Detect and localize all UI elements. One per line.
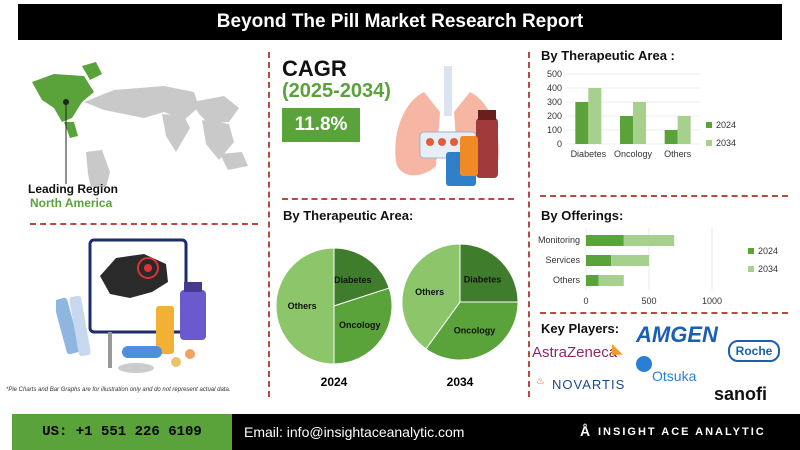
logo-astrazeneca: AstraZeneca — [532, 344, 618, 361]
pie-slice-diabetes — [459, 243, 519, 303]
legend-label: 2024 — [758, 246, 778, 256]
brand-logo-icon: Å — [580, 423, 593, 439]
legend-swatch-2034 — [748, 266, 754, 272]
divider-region — [30, 223, 258, 225]
x-tick-label: 1000 — [702, 296, 722, 306]
pie-label: Diabetes — [334, 275, 372, 285]
y-tick-label: Monitoring — [538, 235, 580, 245]
divider-cagr — [282, 198, 514, 200]
world-map — [32, 62, 248, 187]
pie-slice-others — [401, 243, 461, 350]
leading-region-label: Leading Region — [28, 182, 118, 196]
logo-sanofi: sanofi — [714, 384, 768, 404]
legend-label: 2034 — [716, 138, 736, 148]
bar-diabetes-2024 — [575, 102, 589, 144]
key-players-title: Key Players: — [541, 321, 620, 336]
medicine-illustration — [395, 66, 499, 186]
y-tick-label: Others — [553, 275, 581, 285]
divider-left — [268, 52, 270, 397]
pie-slice-others — [275, 247, 335, 365]
bar-diabetes-2034 — [588, 88, 602, 144]
bar-others-2024 — [664, 130, 678, 144]
report-title: Beyond The Pill Market Research Report — [18, 4, 782, 40]
y-tick-label: 300 — [547, 97, 562, 107]
y-tick-label: Services — [545, 255, 580, 265]
bar-others-2034 — [598, 275, 624, 286]
legend-label: 2024 — [716, 120, 736, 130]
disclaimer-note: *Pie Charts and Bar Graphs are for illus… — [6, 387, 231, 393]
astrazeneca-symbol: ◣ — [612, 340, 623, 356]
cagr-years: (2025-2034) — [282, 80, 391, 102]
bar-monitoring-2034 — [623, 235, 675, 246]
logo-roche: Roche — [728, 340, 780, 362]
novartis-symbol-icon: ♨ — [536, 376, 545, 387]
pie-label: Others — [288, 301, 317, 311]
bar-others-2024 — [586, 275, 599, 286]
bar-chart-therapeutic-area: 0 100 200 300 400 500 Diabetes Oncology Others 20… — [547, 69, 736, 159]
pharma-illustration — [56, 238, 206, 373]
x-tick-label: 0 — [583, 296, 588, 306]
footer-brand-text: INSIGHT ACE ANALYTIC — [598, 426, 766, 438]
y-tick-label: 100 — [547, 125, 562, 135]
bar-oncology-2024 — [620, 116, 633, 144]
bar-chart-offerings: 0 500 1000 Monitoring Services Others 2024 2034 — [538, 228, 778, 306]
x-tick-label: Diabetes — [571, 149, 607, 159]
legend-swatch-2024 — [706, 122, 712, 128]
pie-year-label: 2024 — [321, 375, 348, 389]
divider-right — [528, 52, 530, 397]
footer-phone: US: +1 551 226 6109 — [12, 414, 232, 450]
otsuka-symbol-icon — [636, 356, 652, 372]
y-tick-label: 500 — [547, 69, 562, 79]
pie-label: Diabetes — [464, 274, 502, 284]
pie-slice-oncology — [333, 287, 393, 365]
pie-label: Oncology — [339, 320, 381, 330]
bar-therapeutic-title: By Therapeutic Area : — [541, 48, 675, 63]
footer-email[interactable]: Email: info@insightaceanalytic.com — [232, 414, 572, 450]
bar-oncology-2034 — [633, 102, 646, 144]
x-tick-label: 500 — [641, 296, 656, 306]
pie-label: Oncology — [454, 325, 496, 335]
bar-monitoring-2024 — [586, 235, 624, 246]
bar-others-2034 — [677, 116, 691, 144]
footer-brand: Å INSIGHT ACE ANALYTIC — [572, 414, 800, 450]
logo-novartis: NOVARTIS — [552, 377, 626, 392]
pie-label: Others — [415, 287, 444, 297]
cagr-title: CAGR — [282, 56, 347, 81]
logo-amgen: AMGEN — [636, 322, 718, 347]
bar-offerings-title: By Offerings: — [541, 208, 624, 223]
pie-therapeutic-title: By Therapeutic Area: — [283, 208, 414, 223]
legend-label: 2034 — [758, 264, 778, 274]
logo-otsuka: Otsuka — [652, 368, 697, 384]
pie-year-label: 2034 — [447, 375, 474, 389]
bar-services-2024 — [586, 255, 612, 266]
y-tick-label: 200 — [547, 111, 562, 121]
leading-region-value: North America — [30, 196, 113, 210]
y-tick-label: 0 — [557, 139, 562, 149]
legend-swatch-2034 — [706, 140, 712, 146]
y-tick-label: 400 — [547, 83, 562, 93]
divider-bar1 — [540, 195, 788, 197]
bar-services-2034 — [611, 255, 649, 266]
pie-charts-therapeutic-area: Diabetes Oncology Others 2024 Diabetes Oncolo… — [275, 243, 519, 389]
x-tick-label: Others — [664, 149, 692, 159]
pie-slice-oncology — [425, 301, 519, 361]
x-tick-label: Oncology — [614, 149, 653, 159]
pie-slice-diabetes — [333, 247, 390, 307]
divider-bar2 — [540, 312, 788, 314]
cagr-value: 11.8% — [282, 108, 360, 142]
legend-swatch-2024 — [748, 248, 754, 254]
